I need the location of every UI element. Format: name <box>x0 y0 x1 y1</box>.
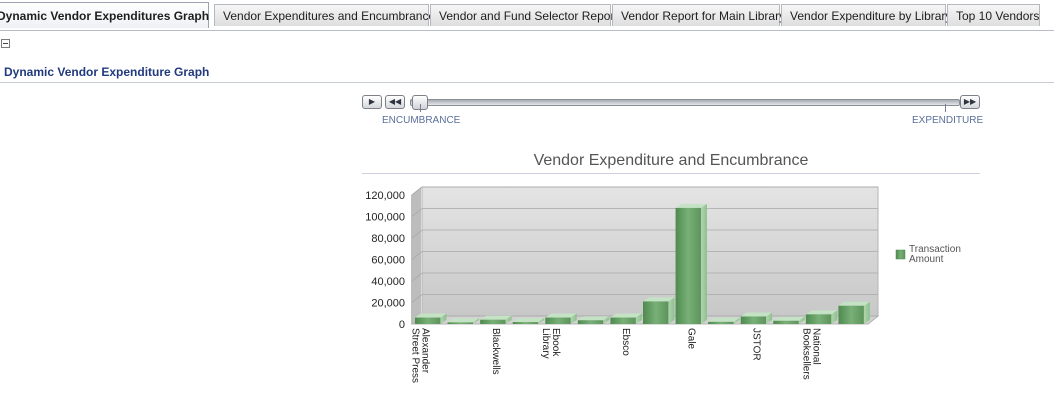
gridline-diag <box>411 294 423 303</box>
bar <box>447 322 473 324</box>
tab-top-10-vendors[interactable]: Top 10 Vendors <box>947 4 1040 26</box>
y-tick-label: 100,000 <box>365 212 405 224</box>
bar-side <box>538 318 545 324</box>
tab-vendor-expenditures-and-encumbrances[interactable]: Vendor Expenditures and Encumbrances <box>214 4 441 26</box>
tab-vendor-expenditure-by-library[interactable]: Vendor Expenditure by Library <box>781 4 951 26</box>
chart-title-divider <box>362 173 980 174</box>
collapse-toggle-icon[interactable] <box>1 39 10 48</box>
bar-side <box>733 317 740 324</box>
step-back-button[interactable]: ◀◀ <box>385 95 405 109</box>
section-title: Dynamic Vendor Expenditure Graph <box>4 65 210 79</box>
bar-side <box>700 203 707 324</box>
bar-top <box>643 297 675 302</box>
bar-side <box>798 316 805 324</box>
y-tick-label: 60,000 <box>371 255 405 267</box>
gridline-diag <box>411 229 423 239</box>
bar-top <box>480 315 512 320</box>
bar <box>480 319 506 324</box>
slider-track[interactable] <box>410 99 960 106</box>
bar-side <box>440 313 447 324</box>
y-tick-label: 80,000 <box>371 233 405 245</box>
bar-top <box>838 301 870 306</box>
bar-top <box>545 313 577 318</box>
slider-tick-end <box>945 104 946 112</box>
tab-vendor-and-fund-selector-report[interactable]: Vendor and Fund Selector Report <box>430 4 618 26</box>
step-forward-button[interactable]: ▶▶ <box>960 95 980 109</box>
bar-top <box>773 316 805 321</box>
gridline-diag <box>411 272 423 282</box>
bar <box>512 322 539 324</box>
bar <box>805 314 832 324</box>
gridline-diag <box>411 186 423 196</box>
bar <box>545 317 571 324</box>
bar-top <box>740 312 773 317</box>
bar-top <box>675 203 707 208</box>
bar <box>577 320 604 324</box>
gridline-diag <box>411 208 423 217</box>
bar-top <box>610 313 642 318</box>
bar-side <box>472 318 479 324</box>
bar <box>740 316 767 324</box>
bar-side <box>668 297 675 324</box>
y-tick-label: 120,000 <box>365 190 405 202</box>
y-tick-label: 20,000 <box>371 298 405 310</box>
bar-side <box>831 310 838 324</box>
bar-side <box>603 316 610 324</box>
legend-label: Transaction Amount <box>909 244 961 265</box>
bar-side <box>863 301 870 324</box>
bar-side <box>570 313 577 324</box>
slider-label-expenditure: EXPENDITURE <box>912 115 984 126</box>
chart-side-wall <box>411 187 421 324</box>
bar <box>610 317 636 324</box>
bar-top <box>415 313 447 318</box>
bar-side <box>635 313 642 324</box>
slider-label-encumbrance: ENCUMBRANCE <box>382 115 461 126</box>
bar-side <box>766 312 773 324</box>
section-divider <box>0 82 1054 83</box>
x-tick-label: Blackwells <box>490 328 501 375</box>
x-tick-label: Gale <box>685 328 696 350</box>
bar-side <box>505 315 512 324</box>
y-tick-label: 40,000 <box>371 276 405 288</box>
play-button[interactable]: ▶ <box>362 95 382 109</box>
y-tick-label: 0 <box>399 319 405 331</box>
x-tick-label: NationalBooksellers <box>801 328 822 380</box>
bar <box>675 207 701 324</box>
slider-tick-start <box>420 104 421 112</box>
bar-top <box>577 316 610 321</box>
x-tick-label: AlexanderStreet Press <box>410 328 431 383</box>
bar <box>708 321 734 324</box>
chart-title: Vendor Expenditure and Encumbrance <box>533 152 809 169</box>
x-tick-label: Ebsco <box>620 328 631 356</box>
tab-bar: Dynamic Vendor Expenditures Graph Vendor… <box>0 0 1054 31</box>
gridline-diag <box>411 251 423 260</box>
bar <box>415 317 441 324</box>
bar-top <box>708 317 740 322</box>
legend-swatch <box>895 249 906 260</box>
step-forward-icon: ▶▶ <box>963 97 977 106</box>
step-back-icon: ◀◀ <box>388 97 402 106</box>
tab-vendor-report-for-main-library[interactable]: Vendor Report for Main Library <box>612 4 785 26</box>
bar-top <box>512 318 545 323</box>
bar-top <box>447 318 479 323</box>
bar <box>838 305 864 324</box>
bar-top <box>805 310 838 315</box>
bar <box>773 320 799 324</box>
tab-dynamic-vendor-expenditures-graph[interactable]: Dynamic Vendor Expenditures Graph <box>0 2 209 28</box>
x-tick-label: JSTOR <box>750 328 761 361</box>
bar <box>643 301 669 324</box>
play-icon: ▶ <box>368 97 376 106</box>
x-tick-label: EbookLibrary <box>540 328 561 359</box>
